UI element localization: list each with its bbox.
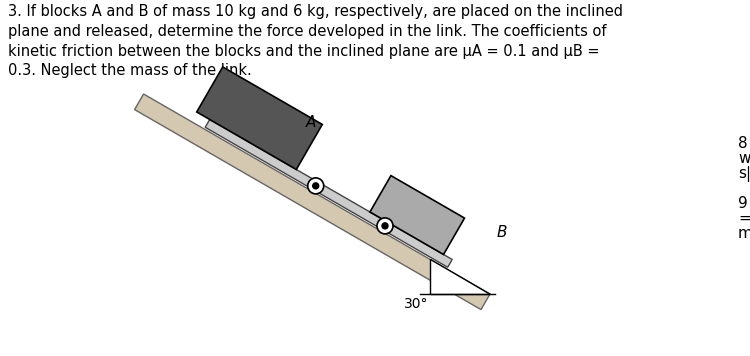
Text: 8: 8 <box>738 136 748 151</box>
Polygon shape <box>206 120 452 267</box>
Circle shape <box>382 223 388 229</box>
Text: 9: 9 <box>738 196 748 211</box>
Text: B: B <box>496 225 507 240</box>
Polygon shape <box>430 260 490 294</box>
Circle shape <box>377 218 393 234</box>
Polygon shape <box>134 94 490 310</box>
Text: w: w <box>738 151 750 166</box>
Text: 30°: 30° <box>404 297 428 311</box>
Text: 3. If blocks A and B of mass 10 kg and 6 kg, respectively, are placed on the inc: 3. If blocks A and B of mass 10 kg and 6… <box>8 4 623 78</box>
Text: s|: s| <box>738 166 750 182</box>
Text: A: A <box>306 115 316 130</box>
Text: m: m <box>738 226 750 241</box>
Polygon shape <box>370 176 464 255</box>
Polygon shape <box>196 67 322 169</box>
Circle shape <box>308 178 324 194</box>
Text: =: = <box>738 211 750 226</box>
Circle shape <box>313 183 319 189</box>
